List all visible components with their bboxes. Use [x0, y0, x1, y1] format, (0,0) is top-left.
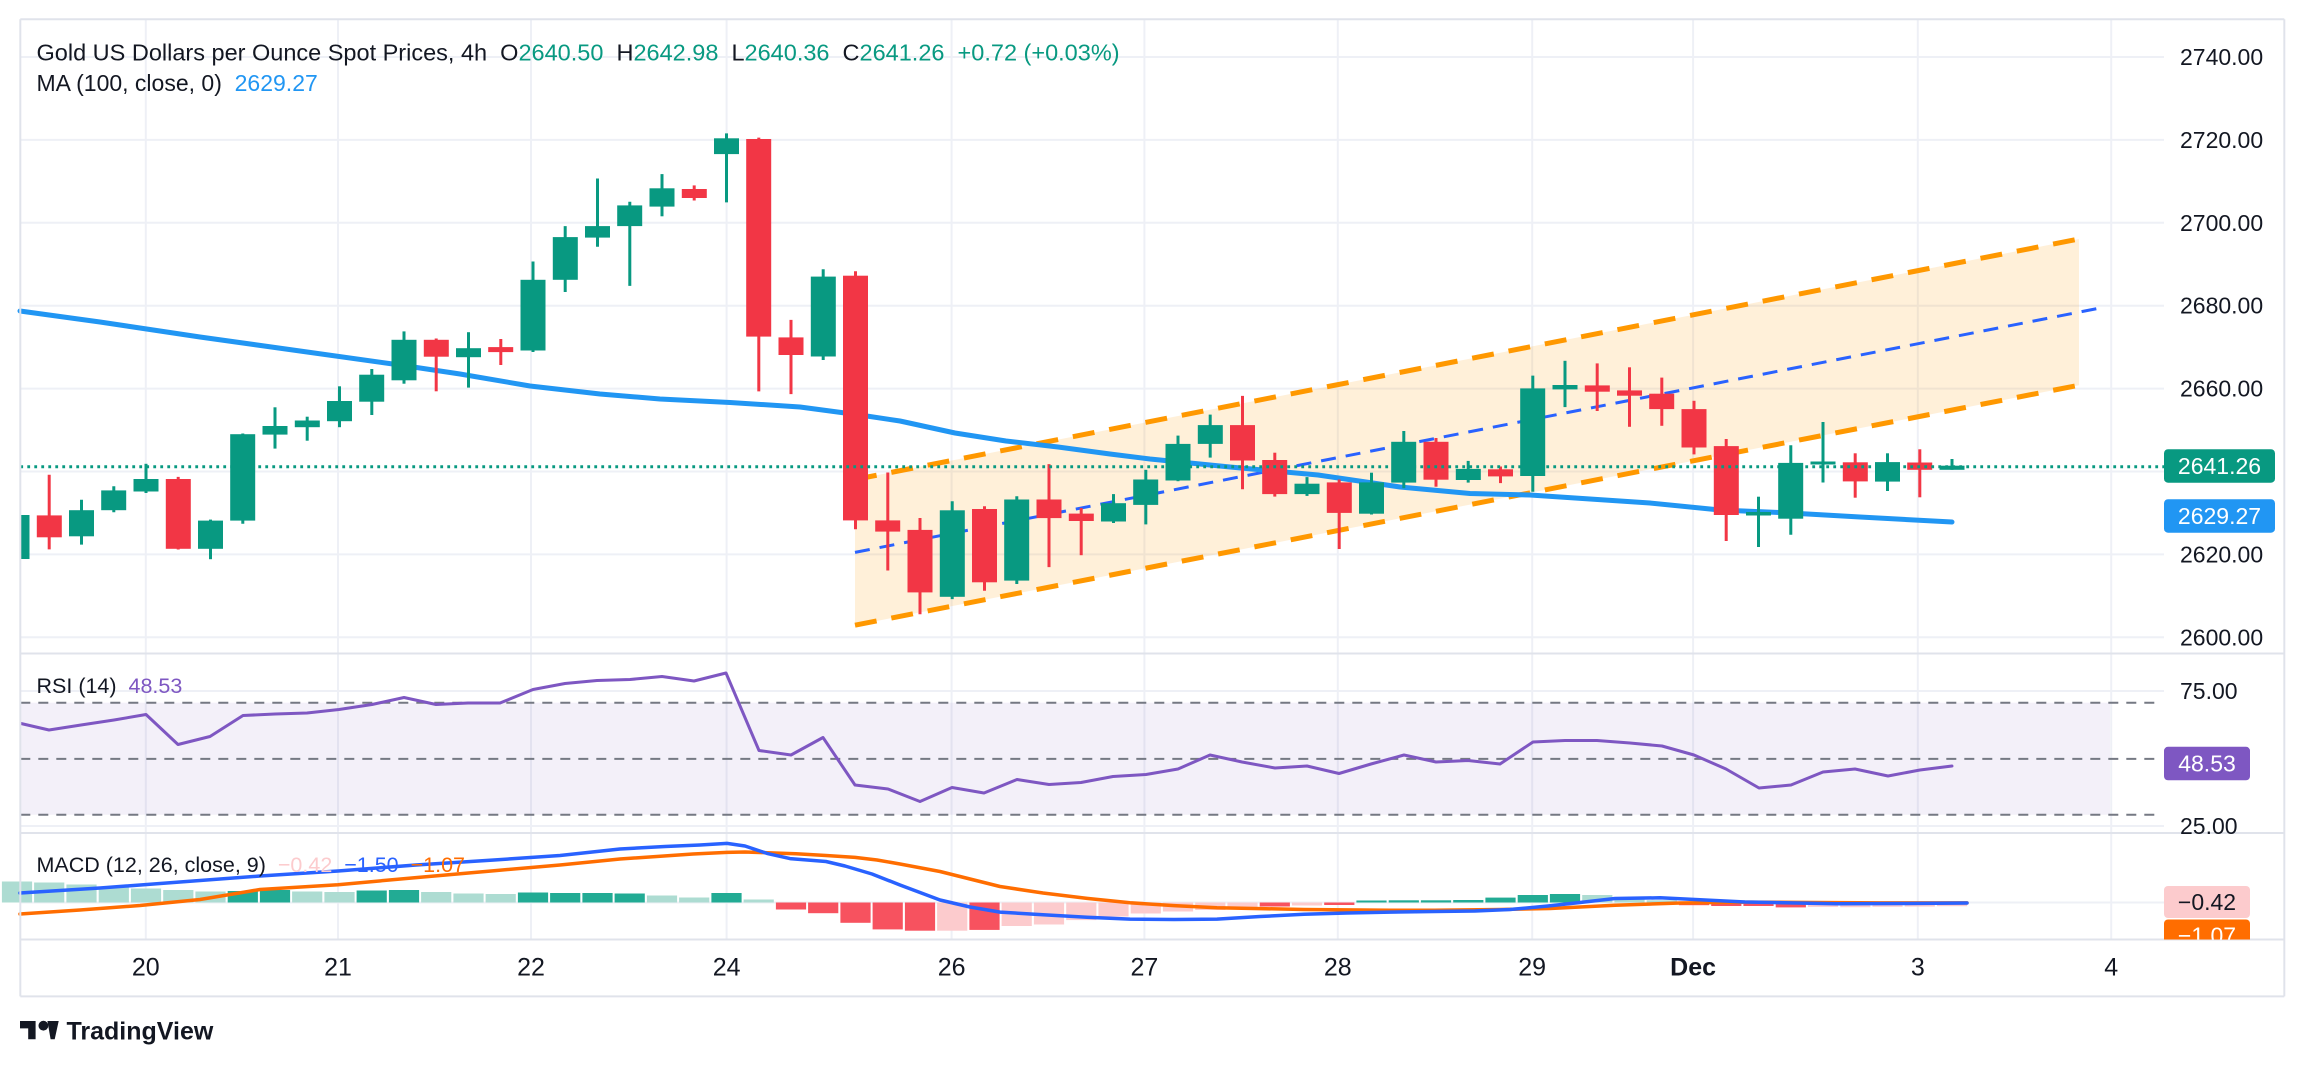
svg-text:21: 21: [324, 954, 352, 982]
svg-text:29: 29: [1518, 954, 1546, 982]
svg-text:27: 27: [1130, 954, 1158, 982]
svg-text:48.53: 48.53: [2178, 751, 2236, 777]
svg-text:2700.00: 2700.00: [2180, 210, 2263, 236]
svg-text:2720.00: 2720.00: [2180, 127, 2263, 153]
svg-text:MA (100, close, 0) 2629.27: MA (100, close, 0) 2629.27: [37, 70, 318, 96]
svg-text:3: 3: [1911, 954, 1925, 982]
svg-text:2629.27: 2629.27: [2178, 503, 2261, 529]
svg-text:2600.00: 2600.00: [2180, 624, 2263, 650]
svg-text:Gold US Dollars per Ounce Spot: Gold US Dollars per Ounce Spot Prices, 4…: [37, 40, 1120, 66]
svg-text:TradingView: TradingView: [67, 1018, 214, 1046]
svg-text:20: 20: [132, 954, 160, 982]
svg-text:2660.00: 2660.00: [2180, 376, 2263, 402]
svg-text:4: 4: [2104, 954, 2118, 982]
svg-text:28: 28: [1324, 954, 1352, 982]
svg-text:2680.00: 2680.00: [2180, 293, 2263, 319]
svg-text:2740.00: 2740.00: [2180, 44, 2263, 70]
svg-text:RSI (14) 48.53: RSI (14) 48.53: [37, 674, 183, 698]
svg-text:25.00: 25.00: [2180, 813, 2238, 839]
svg-text:75.00: 75.00: [2180, 678, 2238, 704]
svg-text:Dec: Dec: [1670, 954, 1716, 982]
svg-text:−0.42: −0.42: [2178, 889, 2236, 915]
svg-text:2620.00: 2620.00: [2180, 541, 2263, 567]
svg-text:24: 24: [713, 954, 741, 982]
svg-text:MACD (12, 26, close, 9) −0.42: MACD (12, 26, close, 9) −0.42 −1.50 −1.0…: [37, 853, 466, 877]
svg-text:2641.26: 2641.26: [2178, 453, 2261, 479]
svg-text:22: 22: [517, 954, 545, 982]
svg-text:−1.07: −1.07: [2178, 923, 2236, 949]
svg-text:26: 26: [938, 954, 966, 982]
